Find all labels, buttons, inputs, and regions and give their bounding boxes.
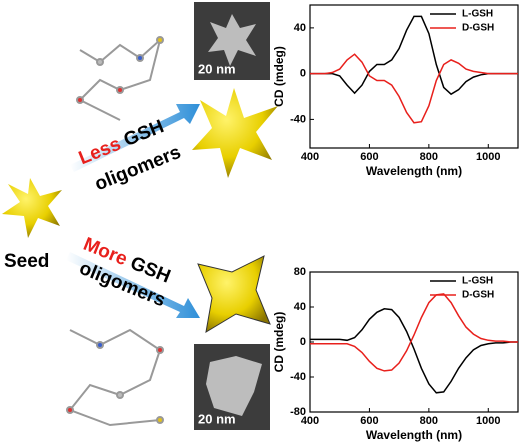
- seed-label: Seed: [4, 251, 49, 272]
- y-tick-label: 0: [300, 68, 306, 80]
- scale-label: 20 nm: [198, 411, 236, 426]
- x-tick-label: 600: [360, 415, 378, 427]
- seed-particle: [2, 178, 62, 238]
- x-tick-label: 600: [360, 151, 378, 163]
- plot-frame: [309, 4, 519, 149]
- data-line: [310, 53, 518, 124]
- x-tick-label: 1000: [476, 415, 500, 427]
- scale-label: 20 nm: [198, 61, 236, 76]
- y-tick-label: -80: [290, 406, 306, 418]
- x-tick-label: 400: [301, 415, 319, 427]
- arrow: [66, 252, 200, 318]
- data-line: [310, 308, 518, 394]
- x-tick-label: 400: [301, 151, 319, 163]
- gsh-word: GSH: [121, 116, 167, 151]
- y-axis-title: CD (mdeg): [272, 46, 286, 107]
- x-tick-label: 1000: [476, 151, 500, 163]
- x-tick-label: 800: [420, 415, 438, 427]
- arrow: [70, 104, 200, 172]
- legend-label: D-GSH: [462, 23, 494, 34]
- y-tick-label: -40: [290, 113, 306, 125]
- y-tick-label: 0: [300, 336, 306, 348]
- legend-label: D-GSH: [462, 290, 494, 301]
- particle-model: [192, 88, 278, 178]
- sem-particle: [208, 14, 256, 66]
- y-tick-label: -40: [290, 371, 306, 383]
- less-word: Less: [76, 134, 124, 170]
- data-line: [310, 15, 518, 96]
- legend-label: L-GSH: [462, 276, 493, 287]
- molecule-top: [76, 36, 164, 121]
- y-axis-title: CD (mdeg): [272, 312, 286, 373]
- x-tick-label: 800: [420, 151, 438, 163]
- x-axis-title: Wavelength (nm): [366, 428, 462, 442]
- y-tick-label: 40: [294, 301, 306, 313]
- y-tick-label: 80: [294, 266, 306, 278]
- sem-particle: [206, 356, 262, 416]
- legend-label: L-GSH: [462, 9, 493, 20]
- molecule-bottom: [66, 328, 164, 427]
- y-tick-label: 40: [294, 22, 306, 34]
- x-axis-title: Wavelength (nm): [366, 164, 462, 178]
- particle-model: [197, 255, 271, 333]
- data-line: [310, 293, 518, 372]
